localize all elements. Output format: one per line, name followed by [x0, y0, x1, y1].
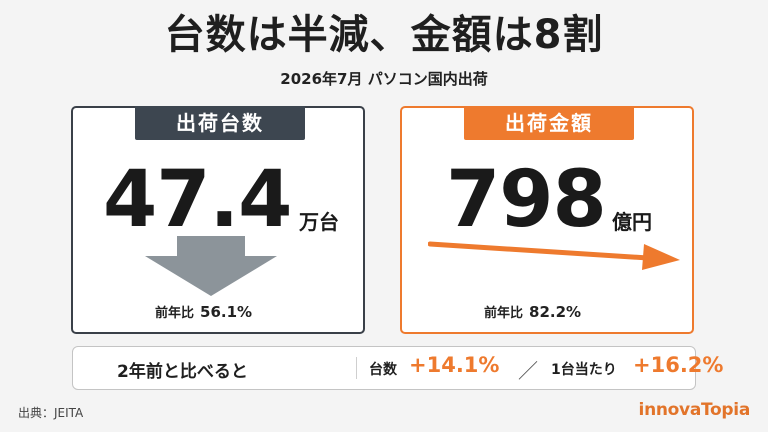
amount-card: 出荷金額 798 億円 前年比 82.2% — [400, 106, 694, 334]
units-value: 47.4 — [103, 155, 292, 245]
page-subtitle: 2026年7月 パソコン国内出荷 — [280, 70, 488, 88]
comparison-units-label: 台数 — [369, 362, 397, 378]
comparison-per-unit-change: +16.2% — [633, 353, 724, 377]
amount-value: 798 — [446, 155, 607, 245]
units-yoy: 前年比 56.1% — [155, 302, 252, 321]
arrow-right-icon — [428, 241, 680, 270]
comparison-units-change: +14.1% — [409, 353, 500, 377]
units-unit: 万台 — [299, 210, 339, 234]
units-yoy-value: 56.1% — [200, 303, 253, 321]
amount-card-label: 出荷金額 — [464, 106, 634, 140]
comparison-separator: ／ — [518, 359, 538, 383]
amount-yoy-label: 前年比 — [484, 306, 524, 321]
units-card: 出荷台数 47.4 万台 前年比 56.1% — [71, 106, 365, 334]
comparison-divider — [356, 357, 357, 379]
comparison-label: 2年前と比べると — [117, 362, 248, 382]
units-yoy-label: 前年比 — [155, 306, 195, 321]
arrow-down-icon — [145, 236, 277, 296]
amount-yoy: 前年比 82.2% — [484, 302, 581, 321]
units-card-label: 出荷台数 — [135, 106, 305, 140]
page-title: 台数は半減、金額は8割 — [164, 12, 604, 58]
comparison-bar: 2年前と比べると 台数 +14.1% ／ 1台当たり +16.2% — [72, 346, 723, 390]
comparison-per-unit-label: 1台当たり — [551, 362, 617, 378]
amount-yoy-value: 82.2% — [529, 303, 582, 321]
amount-unit: 億円 — [612, 210, 652, 234]
source-credit: 出典：JEITA — [18, 406, 84, 420]
brand-logo: innovaTopia — [638, 400, 751, 420]
